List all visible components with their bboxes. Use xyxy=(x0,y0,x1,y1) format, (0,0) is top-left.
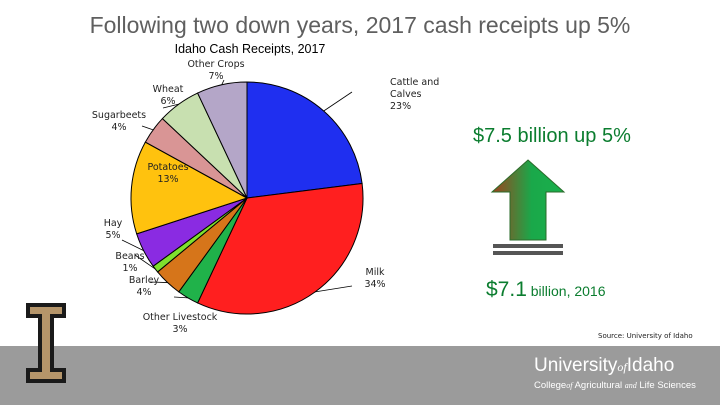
chart-title: Idaho Cash Receipts, 2017 xyxy=(174,42,326,56)
footer-bar xyxy=(0,346,720,405)
slice-label: Hay 5% xyxy=(104,218,123,241)
leader-line xyxy=(162,103,179,109)
slice-label: Milk 34% xyxy=(364,267,385,290)
slice-label: Beans 1% xyxy=(115,251,144,274)
previous-year-amount: $7.1 xyxy=(486,278,527,301)
leader-line xyxy=(323,91,353,112)
slice-label: Cattle and Calves 23% xyxy=(390,77,439,112)
idaho-i-logo xyxy=(26,303,66,383)
leader-line xyxy=(141,125,154,131)
slice-label: Barley 4% xyxy=(129,275,160,298)
college-of: of xyxy=(566,381,573,390)
slice-label: Sugarbeets 4% xyxy=(92,110,146,133)
source-note: Source: University of Idaho xyxy=(598,332,693,340)
pie-slice-potatoes xyxy=(130,141,249,235)
previous-year-value: $7.1 billion, 2016 xyxy=(486,278,606,302)
pie-slice-cattle-and-calves xyxy=(246,81,363,199)
slice-label: Other Crops 7% xyxy=(187,59,244,82)
college-agri: Agricultural xyxy=(572,380,625,391)
previous-year-caption: billion, 2016 xyxy=(526,283,606,299)
leader-line xyxy=(221,79,225,85)
slide-title: Following two down years, 2017 cash rece… xyxy=(89,12,631,38)
wordmark-idaho: Idaho xyxy=(626,355,675,376)
wordmark-of: of xyxy=(617,360,627,374)
leader-line xyxy=(134,254,156,270)
college-word: College xyxy=(534,380,567,391)
growth-headline: $7.5 billion up 5% xyxy=(473,125,631,147)
slice-label: Other Livestock 3% xyxy=(143,312,218,335)
wordmark-university: University xyxy=(534,355,618,376)
college-name: Collegeof Agricultural and Life Sciences xyxy=(534,380,696,391)
college-and: and xyxy=(624,381,637,390)
slice-label: Potatoes 13% xyxy=(147,162,188,185)
leader-line xyxy=(121,239,144,252)
college-life: Life Sciences xyxy=(636,380,696,391)
leader-line xyxy=(149,281,168,283)
slice-label: Wheat 6% xyxy=(153,84,184,107)
up-arrow-icon xyxy=(490,159,566,255)
leader-line xyxy=(315,285,353,293)
leader-line xyxy=(173,296,188,299)
university-wordmark: UniversityofIdaho xyxy=(534,355,674,377)
